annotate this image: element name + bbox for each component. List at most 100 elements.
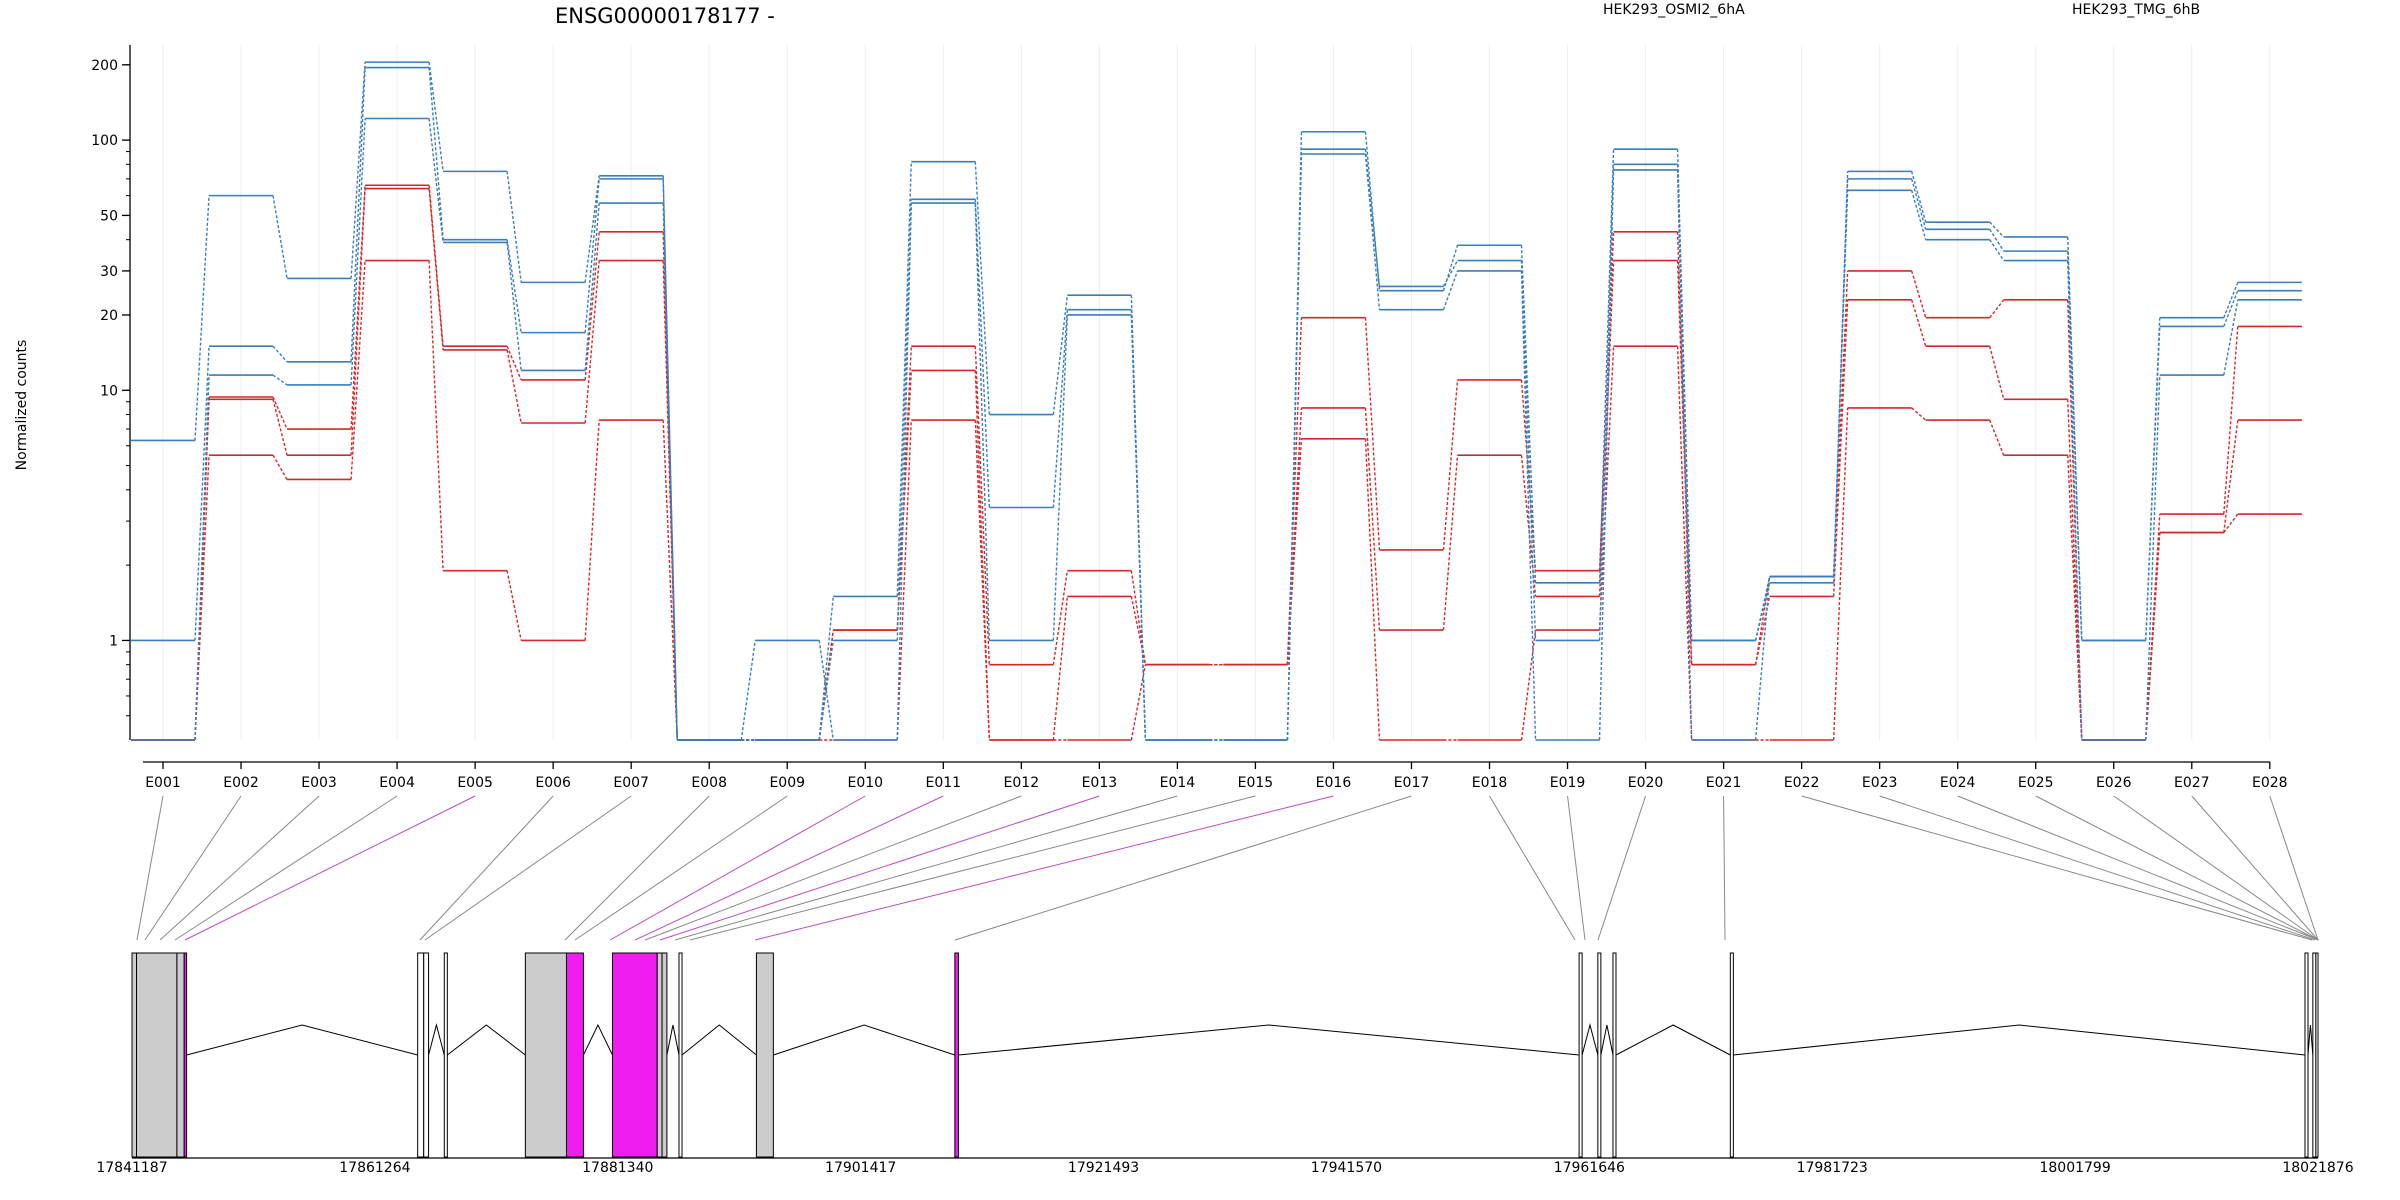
exon-box (1612, 952, 1617, 1158)
series-connector (1442, 455, 1459, 631)
exon-connector (1801, 795, 2313, 941)
y-tick-label: 100 (91, 133, 118, 149)
exon-box (954, 952, 959, 1158)
x-tick-label-e012: E012 (1004, 775, 1040, 791)
series-connector (2223, 420, 2239, 533)
series-connector (1910, 178, 1927, 230)
intron-line (1600, 1024, 1614, 1056)
series-connector (506, 171, 522, 283)
series-connector (2067, 455, 2083, 741)
series-connector (1520, 245, 1537, 583)
x-tick-label-e018: E018 (1472, 775, 1508, 791)
series-connector (506, 349, 522, 424)
series-connector (818, 630, 834, 741)
exon-connector (159, 795, 320, 941)
exon-connector (574, 795, 788, 941)
series-connector (350, 62, 366, 279)
series-line (131, 66, 2302, 741)
exon-connector (1723, 795, 1726, 941)
exon-box (2315, 952, 2319, 1158)
exon-box (136, 952, 178, 1158)
exon-connector (1957, 795, 2319, 941)
series-connector (2223, 290, 2239, 327)
series-connector (272, 345, 288, 363)
series-connector (350, 67, 366, 362)
series-connector (896, 161, 912, 597)
series-connector (350, 188, 366, 456)
intron-line (447, 1024, 526, 1056)
series-connector (584, 178, 600, 333)
x-tick-label-e019: E019 (1550, 775, 1586, 791)
y-tick-label: 30 (100, 264, 118, 280)
series-connector (506, 242, 522, 371)
series-connector (428, 188, 444, 350)
series-connector (662, 420, 678, 741)
exon-box (2304, 952, 2309, 1158)
series-connector (1364, 153, 1381, 310)
series-connector (272, 195, 288, 279)
exon-connector (424, 795, 632, 941)
series-connector (506, 345, 522, 381)
exon-box (524, 952, 567, 1158)
series-connector (1754, 576, 1771, 641)
exon-box (661, 952, 668, 1158)
series-connector (1832, 407, 1849, 741)
series-connector (1598, 169, 1615, 741)
series-connector (1989, 239, 2005, 261)
series-connector (2223, 282, 2239, 318)
series-connector (1910, 299, 1927, 347)
intron-line (428, 1023, 445, 1056)
exon-connector (1567, 795, 1586, 941)
intron-line (681, 1024, 757, 1056)
series-connector (974, 370, 991, 741)
series-connector (506, 570, 522, 641)
series-connector (1364, 438, 1381, 741)
intron-line (2307, 1024, 2314, 1056)
series-connector (1911, 407, 1927, 421)
y-tick-label: 50 (100, 208, 118, 224)
y-tick-label: 1 (109, 633, 118, 649)
series-connector (1130, 314, 1147, 741)
genome-tick-label: 17961646 (1554, 1160, 1625, 1176)
series-connector (350, 185, 366, 430)
exon-box (417, 952, 425, 1158)
series-connector (272, 396, 288, 430)
x-tick-label-e014: E014 (1160, 775, 1196, 791)
series-connector (974, 161, 991, 415)
chart-title: ENSG00000178177 - (555, 4, 775, 28)
x-tick-label-e005: E005 (457, 775, 493, 791)
series-connector (896, 370, 912, 631)
exon-box (678, 952, 683, 1158)
exon-box (1597, 952, 1602, 1158)
series-connector (1676, 164, 1693, 641)
series-connector (662, 203, 678, 741)
exon-box (565, 952, 584, 1158)
series-connector (428, 62, 444, 172)
series-connector (194, 346, 210, 641)
series-connector (1364, 407, 1381, 631)
exon-connector (2113, 795, 2319, 941)
genome-tick-label: 17841187 (96, 1160, 167, 1176)
series-connector (428, 67, 444, 240)
series-connector (2223, 513, 2239, 533)
legend-entry-osmi2: HEK293_OSMI2_6hA (1603, 2, 1745, 18)
series-connector (2067, 299, 2083, 741)
grid-lines (162, 45, 2271, 740)
series-connector (1832, 171, 1849, 583)
series-line (131, 61, 2302, 741)
series-connector (1130, 664, 1147, 741)
series-line (131, 117, 2302, 741)
series-connector (1052, 570, 1069, 665)
x-tick-label-e001: E001 (145, 775, 181, 791)
exon-box (755, 952, 774, 1158)
x-tick-label-e027: E027 (2174, 775, 2210, 791)
intron-line (773, 1024, 955, 1056)
series-connector (1052, 295, 1069, 415)
series-connector (428, 118, 444, 243)
series-connector (194, 375, 210, 741)
series-connector (506, 239, 522, 333)
series-connector (1910, 171, 1927, 223)
x-tick-label-e015: E015 (1238, 775, 1274, 791)
series-connector (1442, 245, 1459, 291)
x-tick-label-e009: E009 (769, 775, 805, 791)
